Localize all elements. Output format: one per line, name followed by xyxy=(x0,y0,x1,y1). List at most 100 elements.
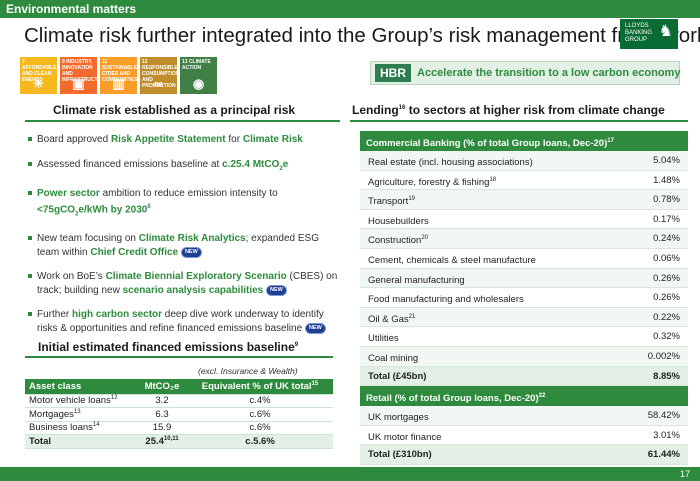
sector-row: Coal mining 0.002% xyxy=(360,346,688,367)
page-title: Climate risk further integrated into the… xyxy=(24,24,700,47)
sdg-tile: 7 AFFORDABLE AND CLEAN ENERGY ☀ xyxy=(20,57,57,94)
sector-name: UK motor finance xyxy=(368,431,442,443)
total-mt: 25.410,11 xyxy=(137,434,187,449)
superscript: 8 xyxy=(147,203,151,210)
retail-total-row: Total (£310bn) 61.44% xyxy=(360,445,688,465)
bullet-list: Board approved Risk Appetite Statement f… xyxy=(28,133,343,346)
sector-label: Real estate (incl. housing associations) xyxy=(360,151,618,170)
bullet-text: for xyxy=(225,134,243,145)
col-uk-equivalent: Equivalent % of UK total15 xyxy=(187,379,333,395)
sector-label: Utilities xyxy=(360,327,618,346)
footnote: 20 xyxy=(421,235,429,242)
sector-value: 0.17% xyxy=(653,213,680,225)
header-label: Retail (% of total Group loans, Dec-20) xyxy=(366,393,539,405)
footnote: 13 xyxy=(73,408,81,415)
sector-name: UK mortgages xyxy=(368,412,429,424)
bullet-item: Further high carbon sector deep dive wor… xyxy=(28,308,343,335)
page-number: 17 xyxy=(679,469,690,479)
sector-row: Construction20 0.24% xyxy=(360,229,688,249)
highlight-text: <75gCO xyxy=(37,203,76,215)
sector-name: Utilities xyxy=(368,333,399,345)
uk-pct-value: c.6% xyxy=(187,407,333,422)
table-row: Motor vehicle loans12 3.2 c.4% xyxy=(25,394,333,408)
sdg-icon: ▥ xyxy=(112,76,125,91)
bullet-text: New team focusing on xyxy=(37,233,139,245)
bullet-text: ambition to reduce emission intensity to xyxy=(99,188,278,199)
hbr-text: Accelerate the transition to a low carbo… xyxy=(417,67,681,79)
bullet-text: ; expanded ESG team within xyxy=(37,233,320,258)
new-badge: NEW xyxy=(266,284,287,296)
total-label: Total (£45bn) xyxy=(368,370,427,382)
sector-value: 0.24% xyxy=(653,233,680,245)
sector-value: 0.06% xyxy=(653,252,680,264)
sector-name: Housebuilders xyxy=(368,215,429,227)
commercial-total-row: Total (£45bn) 8.85% xyxy=(360,366,688,387)
sdg-tile: 11 SUSTAINABLE CITIES AND COMMUNITIES ▥ xyxy=(100,57,138,94)
sector-row: Transport19 0.78% xyxy=(360,190,688,210)
bullet-item: Power sector ambition to reduce emission… xyxy=(28,187,343,221)
sdg-label: 9 INDUSTRY, INNOVATION AND INFRASTRUCTUR… xyxy=(62,59,109,83)
sdg-tile: 12 RESPONSIBLE CONSUMPTION AND PRODUCTIO… xyxy=(140,57,180,94)
sdg-tile: 9 INDUSTRY, INNOVATION AND INFRASTRUCTUR… xyxy=(60,57,109,94)
bullet-item: New team focusing on Climate Risk Analyt… xyxy=(28,232,343,259)
sdg-label: 12 RESPONSIBLE CONSUMPTION AND PRODUCTIO… xyxy=(142,59,180,89)
header-label: Commercial Banking (% of total Group loa… xyxy=(366,138,608,150)
sector-name: Real estate (incl. housing associations) xyxy=(368,157,533,169)
sector-label: Transport19 xyxy=(360,190,618,209)
highlight-text: Chief Credit Office xyxy=(90,246,179,258)
sector-label: Housebuilders xyxy=(360,210,618,229)
sector-value: 0.002% xyxy=(647,350,680,362)
bullet-text: Work on BoE’s xyxy=(37,271,106,283)
commercial-header: Commercial Banking (% of total Group loa… xyxy=(360,131,688,151)
highlight-text: Climate Risk Analytics xyxy=(138,233,246,245)
uk-pct-value: c.4% xyxy=(187,394,333,408)
col-mtco2e: MtCO₂e xyxy=(137,379,187,395)
sector-name: Construction xyxy=(368,235,422,247)
total-label: Total (£310bn) xyxy=(368,449,432,461)
mtco2e-value: 6.3 xyxy=(137,407,187,422)
sector-label: Coal mining xyxy=(360,347,618,366)
sector-row: Housebuilders 0.17% xyxy=(360,210,688,230)
highlight-text: Climate Biennial Exploratory Scenario xyxy=(105,271,287,283)
asset-label: Business loans xyxy=(29,422,93,434)
footnote: 17 xyxy=(607,138,614,144)
highlight-text: Risk Appetite Statement xyxy=(110,134,226,145)
sector-value: 0.32% xyxy=(653,331,680,343)
table-row: Business loans14 15.9 c.6% xyxy=(25,421,333,435)
sector-value: 5.04% xyxy=(653,155,680,166)
footnote: 22 xyxy=(538,393,546,400)
total-value: 8.85% xyxy=(653,370,680,382)
sector-label: UK mortgages xyxy=(360,406,618,425)
sector-value: 0.26% xyxy=(653,272,680,284)
sector-label: Construction20 xyxy=(360,229,618,248)
bullet-text: deep dive work underway to identify risk… xyxy=(37,309,324,334)
sector-name: Oil & Gas xyxy=(368,313,409,325)
footnote: 18 xyxy=(489,176,497,183)
sdg-label: 7 AFFORDABLE AND CLEAN ENERGY xyxy=(22,59,57,83)
asset-label: Mortgages xyxy=(29,408,74,420)
uk-pct-value: c.6% xyxy=(187,421,333,435)
sector-row: Agriculture, forestry & fishing18 1.48% xyxy=(360,171,688,191)
lloyds-logo: LLOYDS BANKING GROUP ♞ xyxy=(620,19,678,49)
asset-class: Mortgages13 xyxy=(25,407,137,422)
highlight-text: c.25.4 MtCO xyxy=(222,158,280,170)
bullet-text: Board approved xyxy=(37,134,111,145)
logo-line2: BANKING GROUP xyxy=(625,30,653,43)
new-badge: NEW xyxy=(180,246,202,258)
section-label: Environmental matters xyxy=(6,2,137,16)
sdg-icon: ◉ xyxy=(192,76,205,91)
mtco2e-value: 3.2 xyxy=(137,394,187,408)
sdg-icon: ▣ xyxy=(72,76,85,91)
sector-row: UK motor finance 3.01% xyxy=(360,426,688,446)
lending-table: Commercial Banking (% of total Group loa… xyxy=(360,131,688,465)
sector-row: General manufacturing 0.26% xyxy=(360,268,688,289)
sector-name: Agriculture, forestry & fishing xyxy=(368,176,490,188)
total-value: 61.44% xyxy=(647,449,680,461)
sdg-label: 13 CLIMATE ACTION xyxy=(182,59,211,71)
sector-value: 0.22% xyxy=(653,311,680,323)
highlight-text: Climate Risk xyxy=(242,134,303,145)
footer-bar: 17 xyxy=(0,467,700,481)
mtco2e-value: 15.9 xyxy=(137,421,187,435)
footnote: 12 xyxy=(110,395,118,402)
asset-label: Motor vehicle loans xyxy=(29,395,111,407)
